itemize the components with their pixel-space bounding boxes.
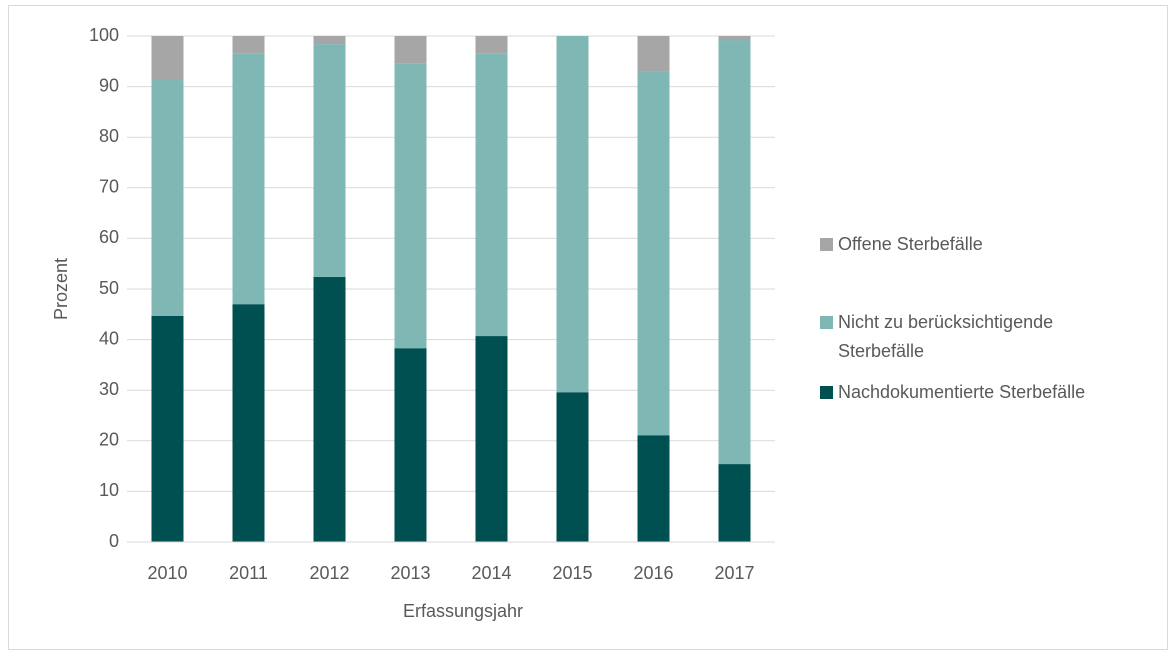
- bar-segment: [151, 315, 184, 542]
- bar-segment: [556, 36, 589, 393]
- bar-segment: [718, 464, 751, 542]
- legend-swatch: [820, 316, 833, 329]
- bar-segment: [313, 276, 346, 542]
- bar-segment: [151, 80, 184, 316]
- y-tick-label: 60: [99, 227, 119, 247]
- legend-label: Offene Sterbefälle: [838, 234, 983, 254]
- chart-border: [8, 5, 1168, 650]
- legend-swatch: [820, 238, 833, 251]
- bar-segment: [637, 71, 670, 436]
- y-tick-label: 30: [99, 379, 119, 399]
- bar-segment: [232, 36, 265, 54]
- bar-segment: [151, 36, 184, 81]
- y-tick-label: 100: [89, 25, 119, 45]
- bar-segment: [232, 53, 265, 305]
- bar-segment: [718, 40, 751, 465]
- x-tick-label: 2013: [390, 563, 430, 583]
- bar-segment: [475, 36, 508, 54]
- x-axis-label: Erfassungsjahr: [403, 601, 523, 621]
- x-tick-label: 2011: [229, 563, 268, 583]
- bar-segment: [394, 348, 427, 542]
- x-tick-label: 2014: [471, 563, 511, 583]
- y-tick-label: 80: [99, 126, 119, 146]
- bar-segment: [718, 36, 751, 41]
- bar-segment: [475, 53, 508, 337]
- legend-item: Nachdokumentierte Sterbefälle: [820, 378, 1085, 407]
- y-tick-label: 90: [99, 75, 119, 95]
- bar-segment: [394, 63, 427, 349]
- bar-segment: [313, 44, 346, 277]
- y-tick-label: 40: [99, 328, 119, 348]
- legend-swatch: [820, 386, 833, 399]
- x-tick-label: 2017: [714, 563, 754, 583]
- legend-item: Nicht zu berücksichtigende Sterbefälle: [820, 308, 1108, 366]
- legend-item: Offene Sterbefälle: [820, 230, 983, 259]
- x-tick-label: 2010: [147, 563, 187, 583]
- bar-segment: [637, 435, 670, 542]
- x-tick-label: 2015: [552, 563, 592, 583]
- y-axis-label: Prozent: [51, 258, 71, 320]
- bar-segment: [475, 336, 508, 542]
- y-tick-label: 10: [99, 480, 119, 500]
- bar-segment: [637, 36, 670, 72]
- y-tick-label: 50: [99, 278, 119, 298]
- x-tick-label: 2012: [309, 563, 349, 583]
- y-tick-label: 20: [99, 430, 119, 450]
- bar-segment: [313, 36, 346, 45]
- bar-segment: [394, 36, 427, 64]
- y-tick-label: 0: [109, 531, 119, 551]
- legend-label: Nicht zu berücksichtigende Sterbefälle: [838, 312, 1054, 361]
- legend-label: Nachdokumentierte Sterbefälle: [838, 382, 1086, 402]
- bar-segment: [556, 392, 589, 542]
- bar-segment: [232, 304, 265, 542]
- x-tick-label: 2016: [633, 563, 673, 583]
- y-tick-label: 70: [99, 177, 119, 197]
